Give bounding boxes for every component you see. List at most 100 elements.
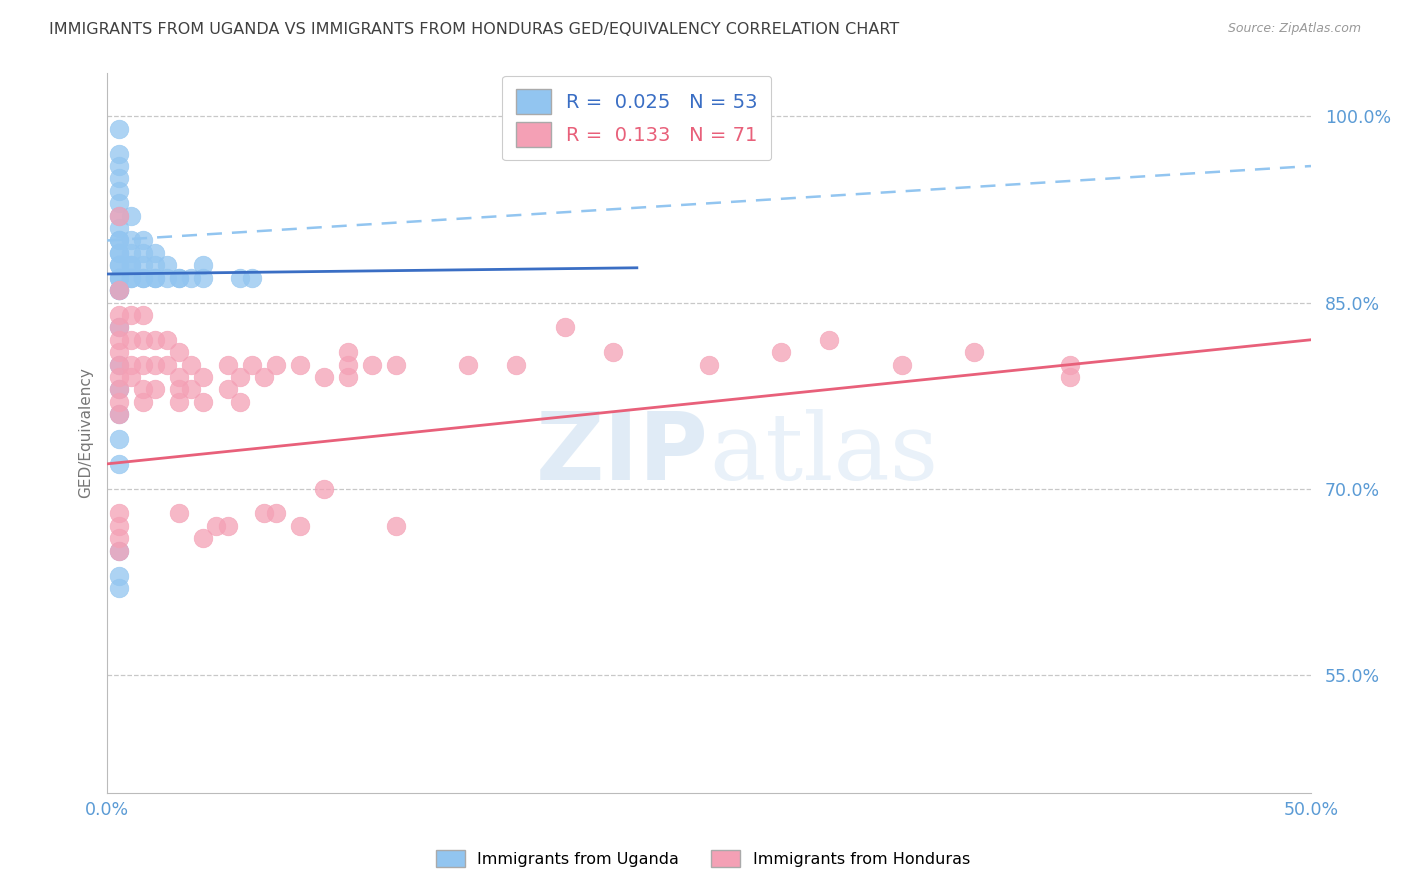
Point <box>156 270 179 285</box>
Point <box>108 283 131 297</box>
Point <box>264 358 287 372</box>
Point <box>108 258 131 272</box>
Point <box>132 234 155 248</box>
Point <box>132 258 155 272</box>
Point <box>385 358 408 372</box>
Point <box>108 209 131 223</box>
Point <box>169 270 191 285</box>
Text: Source: ZipAtlas.com: Source: ZipAtlas.com <box>1227 22 1361 36</box>
Point <box>108 543 131 558</box>
Point <box>554 320 576 334</box>
Point <box>120 246 142 260</box>
Point <box>120 270 142 285</box>
Point <box>312 370 335 384</box>
Point <box>108 333 131 347</box>
Point <box>169 507 191 521</box>
Point <box>156 258 179 272</box>
Point <box>108 246 131 260</box>
Point <box>108 171 131 186</box>
Point <box>1059 370 1081 384</box>
Point <box>890 358 912 372</box>
Point <box>312 482 335 496</box>
Point <box>108 370 131 384</box>
Point <box>108 543 131 558</box>
Point <box>108 407 131 421</box>
Point <box>108 246 131 260</box>
Point <box>120 209 142 223</box>
Point <box>264 507 287 521</box>
Point <box>217 383 239 397</box>
Point <box>143 383 166 397</box>
Point <box>120 370 142 384</box>
Point <box>108 221 131 235</box>
Point <box>108 283 131 297</box>
Point <box>132 394 155 409</box>
Point <box>120 270 142 285</box>
Point <box>108 407 131 421</box>
Point <box>108 209 131 223</box>
Point <box>143 333 166 347</box>
Point <box>180 270 202 285</box>
Point <box>193 258 215 272</box>
Point <box>217 358 239 372</box>
Point <box>240 358 263 372</box>
Point <box>143 358 166 372</box>
Point <box>156 358 179 372</box>
Point <box>108 234 131 248</box>
Point <box>108 581 131 595</box>
Point <box>770 345 793 359</box>
Point <box>143 270 166 285</box>
Point <box>169 270 191 285</box>
Point <box>108 283 131 297</box>
Point <box>193 394 215 409</box>
Point <box>818 333 841 347</box>
Point <box>505 358 527 372</box>
Point <box>336 370 359 384</box>
Point <box>143 270 166 285</box>
Point <box>108 184 131 198</box>
Point <box>120 258 142 272</box>
Legend: Immigrants from Uganda, Immigrants from Honduras: Immigrants from Uganda, Immigrants from … <box>430 843 976 873</box>
Point <box>361 358 384 372</box>
Point <box>156 333 179 347</box>
Point <box>120 258 142 272</box>
Point <box>132 246 155 260</box>
Point <box>602 345 624 359</box>
Point <box>108 432 131 446</box>
Point <box>143 246 166 260</box>
Point <box>120 333 142 347</box>
Point <box>132 270 155 285</box>
Point <box>108 270 131 285</box>
Point <box>180 383 202 397</box>
Point <box>193 270 215 285</box>
Point <box>132 358 155 372</box>
Text: ZIP: ZIP <box>536 409 709 500</box>
Text: IMMIGRANTS FROM UGANDA VS IMMIGRANTS FROM HONDURAS GED/EQUIVALENCY CORRELATION C: IMMIGRANTS FROM UGANDA VS IMMIGRANTS FRO… <box>49 22 900 37</box>
Legend: R =  0.025   N = 53, R =  0.133   N = 71: R = 0.025 N = 53, R = 0.133 N = 71 <box>502 76 772 161</box>
Point <box>108 519 131 533</box>
Point <box>108 270 131 285</box>
Point <box>108 159 131 173</box>
Point <box>240 270 263 285</box>
Point <box>169 370 191 384</box>
Point <box>288 519 311 533</box>
Point <box>457 358 479 372</box>
Point <box>169 394 191 409</box>
Point <box>132 383 155 397</box>
Point <box>132 270 155 285</box>
Point <box>108 383 131 397</box>
Point <box>217 519 239 533</box>
Point <box>253 370 276 384</box>
Point <box>228 370 250 384</box>
Point <box>108 345 131 359</box>
Point <box>228 270 250 285</box>
Point <box>169 383 191 397</box>
Point <box>169 345 191 359</box>
Point <box>697 358 720 372</box>
Point <box>120 234 142 248</box>
Point <box>108 383 131 397</box>
Point <box>108 196 131 211</box>
Point <box>108 121 131 136</box>
Point <box>108 531 131 545</box>
Point <box>120 358 142 372</box>
